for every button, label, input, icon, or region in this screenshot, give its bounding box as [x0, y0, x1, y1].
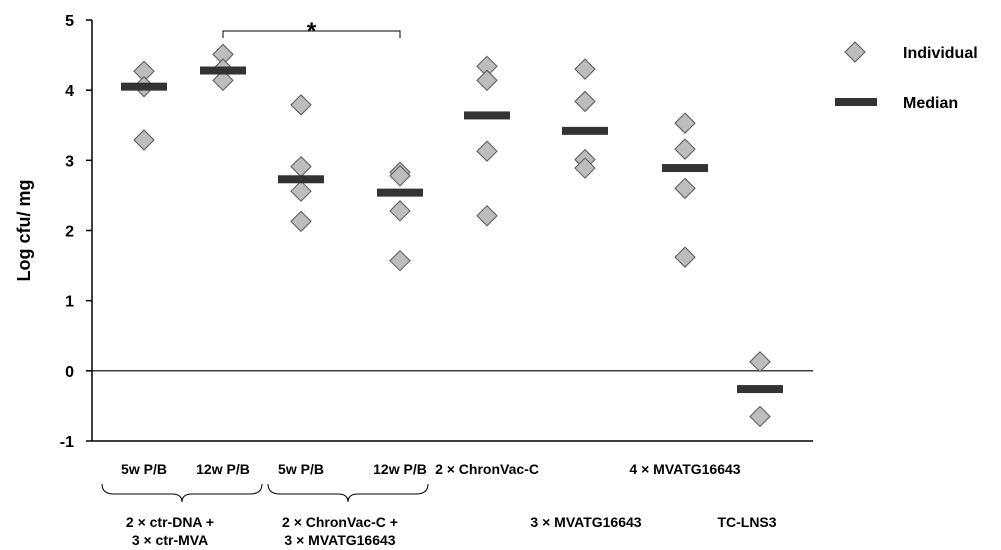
median-bar — [737, 385, 783, 394]
y-tick-label: 0 — [65, 364, 74, 381]
individual-point — [674, 112, 696, 134]
individual-point — [674, 246, 696, 268]
individual-point — [389, 249, 411, 272]
individual-point — [749, 405, 771, 428]
individual-point — [476, 69, 498, 92]
group-label: 5w P/B — [278, 461, 324, 477]
individual-point — [212, 69, 234, 92]
individual-point — [389, 200, 411, 222]
individual-point — [476, 140, 498, 162]
significance-star: * — [307, 18, 317, 45]
individual-point — [476, 205, 498, 227]
group-label: 12w P/B — [196, 461, 250, 477]
group-label: 12w P/B — [373, 461, 427, 477]
bottom-label: 3 × MVATG16643 — [284, 532, 395, 548]
category-labels: 5w P/B 12w P/B 5w P/B 12w P/B 2 × ChronVac-C… — [101, 461, 777, 548]
individual-point — [574, 58, 596, 80]
group-label: 4 × MVATG16643 — [629, 461, 740, 477]
legend-diamond — [844, 41, 866, 63]
bottom-label: 2 × ctr-DNA + — [126, 514, 214, 530]
median-bar — [562, 126, 608, 135]
legend-label: Individual — [903, 45, 978, 62]
individual-point — [749, 351, 771, 373]
y-axis-label: Log cfu/ mg — [14, 180, 34, 282]
median-bar — [464, 111, 510, 120]
group-brace — [101, 483, 263, 503]
median-bar — [377, 188, 423, 197]
median-bar — [121, 82, 167, 91]
y-tick-label: 3 — [65, 153, 74, 170]
individual-point — [674, 177, 696, 200]
median-bar — [662, 164, 708, 173]
group-label: 2 × ChronVac-C — [435, 461, 539, 477]
individual-point — [574, 90, 596, 113]
group-label: 5w P/B — [121, 461, 167, 477]
y-tick-label: -1 — [60, 434, 74, 451]
individual-point — [290, 210, 312, 233]
legend-label: Median — [903, 95, 958, 112]
legend: Individual Median — [835, 41, 978, 112]
bottom-label: TC-LNS3 — [717, 514, 776, 530]
individual-point — [290, 155, 312, 178]
individual-point — [290, 94, 312, 116]
individual-point — [674, 138, 696, 160]
y-tick-label: 4 — [65, 83, 74, 100]
median-bar — [278, 175, 324, 184]
axes: -1 0 1 2 3 4 5 Log cfu/ mg — [14, 13, 813, 451]
chart-marks: * — [121, 18, 783, 428]
bottom-label: 2 × ChronVac-C + — [282, 514, 398, 530]
individual-point — [574, 157, 596, 179]
legend-bar — [835, 98, 877, 106]
individual-point — [290, 180, 312, 202]
y-tick-label: 5 — [65, 13, 74, 30]
group-brace — [267, 483, 429, 503]
individual-point — [389, 165, 411, 187]
median-bar — [200, 66, 246, 75]
bottom-label: 3 × MVATG16643 — [530, 514, 641, 530]
y-tick-label: 2 — [65, 224, 74, 241]
bottom-label: 3 × ctr-MVA — [132, 532, 208, 548]
y-tick-label: 1 — [65, 294, 74, 311]
significance-bracket — [222, 30, 401, 38]
individual-point — [133, 129, 155, 151]
